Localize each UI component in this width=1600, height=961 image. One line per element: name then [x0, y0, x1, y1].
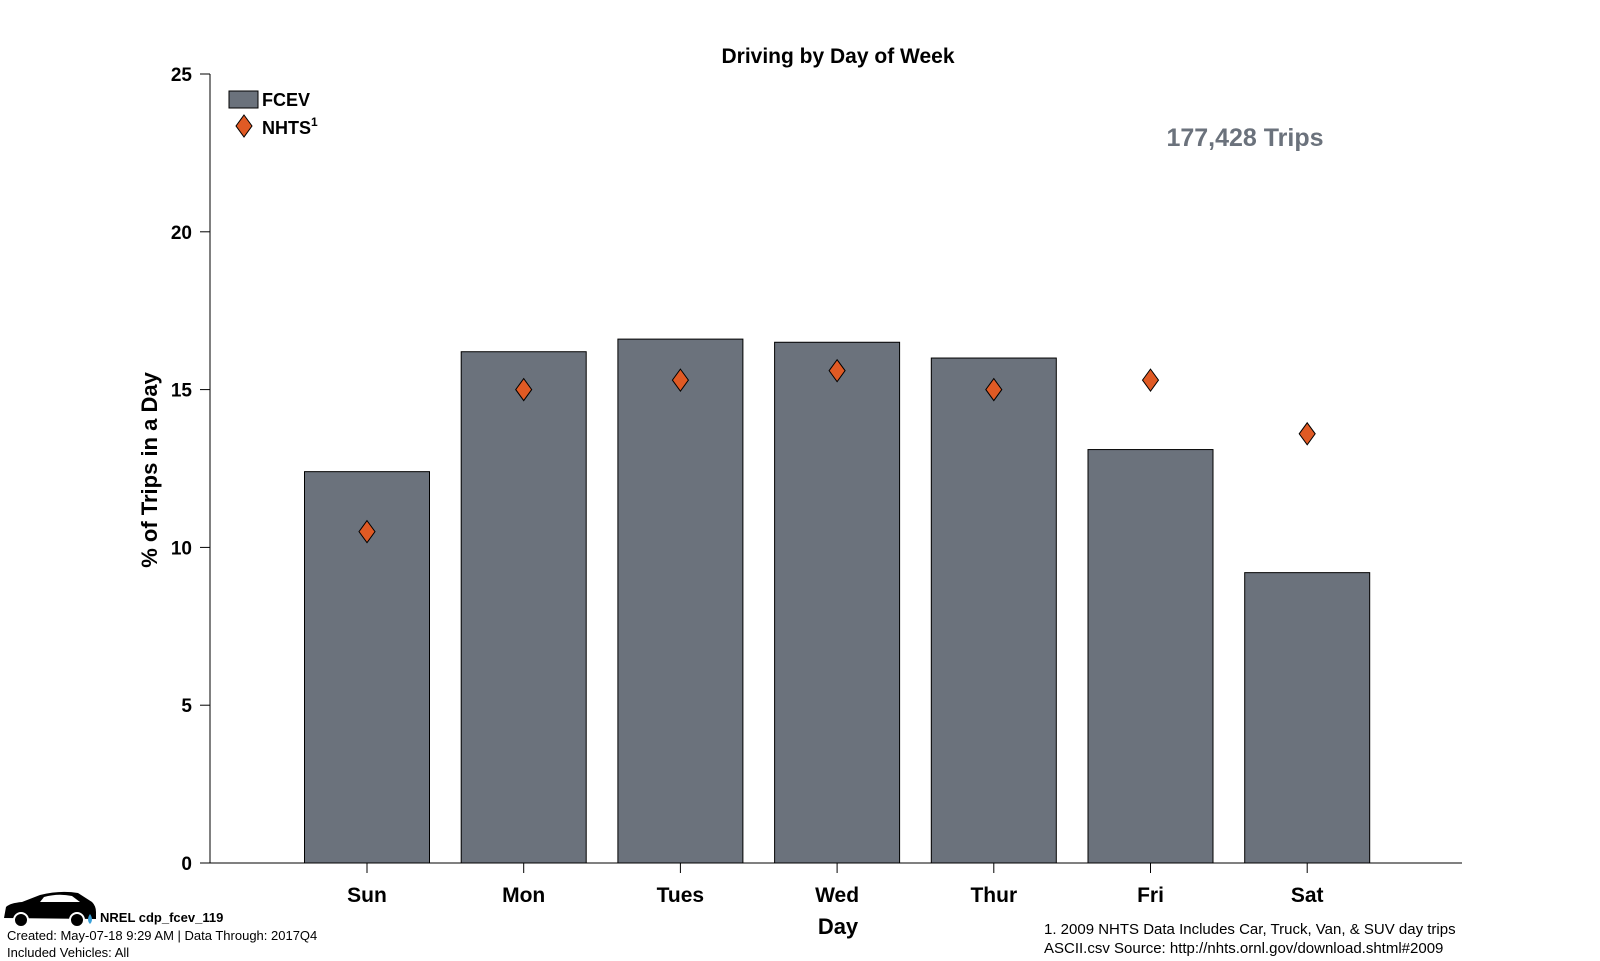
legend-marker-nhts [235, 114, 253, 138]
y-tick-label: 15 [171, 381, 193, 402]
y-tick-label: 25 [171, 65, 193, 86]
bar-tues [617, 338, 744, 864]
created-info: Created: May-07-18 9:29 AM | Data Throug… [7, 928, 318, 943]
legend-label-fcev: FCEV [262, 90, 310, 110]
footnote-line-2: ASCII.csv Source: http://nhts.ornl.gov/d… [1044, 940, 1444, 957]
legend-label-nhts: NHTS1 [262, 115, 318, 138]
bar-fri [1087, 449, 1214, 864]
plot-area: 0 5 10 15 20 25 Sun Mon Tues Wed Thur Fri Sat [171, 65, 1462, 907]
footnote-line-1: 1. 2009 NHTS Data Includes Car, Truck, V… [1044, 921, 1456, 938]
x-axis-label: Day [818, 914, 859, 939]
x-tick-label-tues: Tues [657, 884, 704, 907]
trip-count-annotation: 177,428 Trips [1166, 124, 1323, 152]
y-tick-label: 0 [181, 854, 192, 875]
y-tick-label: 20 [171, 223, 192, 244]
legend-label-nhts-superscript: 1 [311, 115, 318, 129]
marker-nhts-thur [985, 377, 1003, 402]
x-tick-label-sat: Sat [1291, 884, 1324, 907]
y-tick-label: 5 [181, 696, 192, 717]
legend-swatch-fcev [228, 90, 259, 109]
y-tick-label: 10 [171, 538, 192, 559]
legend: FCEV NHTS1 [228, 90, 318, 138]
vehicle-id: NREL cdp_fcev_119 [100, 910, 224, 925]
bar-sat [1244, 572, 1371, 864]
car-logo [4, 891, 96, 928]
bar-thur [930, 357, 1057, 864]
marker-nhts-wed [828, 358, 846, 383]
x-tick-label-mon: Mon [502, 884, 545, 907]
y-axis-label: % of Trips in a Day [137, 371, 162, 567]
marker-nhts-fri [1141, 368, 1160, 392]
x-tick-label-sun: Sun [347, 884, 387, 907]
included-vehicles: Included Vehicles: All [7, 945, 130, 960]
marker-nhts-sat [1298, 421, 1316, 446]
x-tick-label-fri: Fri [1137, 884, 1164, 907]
x-tick-label-wed: Wed [815, 884, 859, 907]
marker-nhts-tues [671, 368, 690, 392]
bar-wed [774, 341, 901, 864]
legend-label-nhts-text: NHTS [262, 118, 311, 138]
chart-title: Driving by Day of Week [721, 45, 954, 68]
car-icon [4, 891, 96, 928]
marker-nhts-sun [358, 519, 376, 544]
x-tick-label-thur: Thur [970, 884, 1017, 907]
bar-mon [460, 351, 587, 864]
marker-nhts-mon [515, 377, 533, 402]
